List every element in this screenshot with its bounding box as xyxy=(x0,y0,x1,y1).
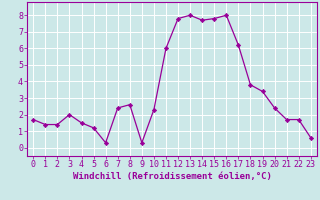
X-axis label: Windchill (Refroidissement éolien,°C): Windchill (Refroidissement éolien,°C) xyxy=(73,172,271,181)
